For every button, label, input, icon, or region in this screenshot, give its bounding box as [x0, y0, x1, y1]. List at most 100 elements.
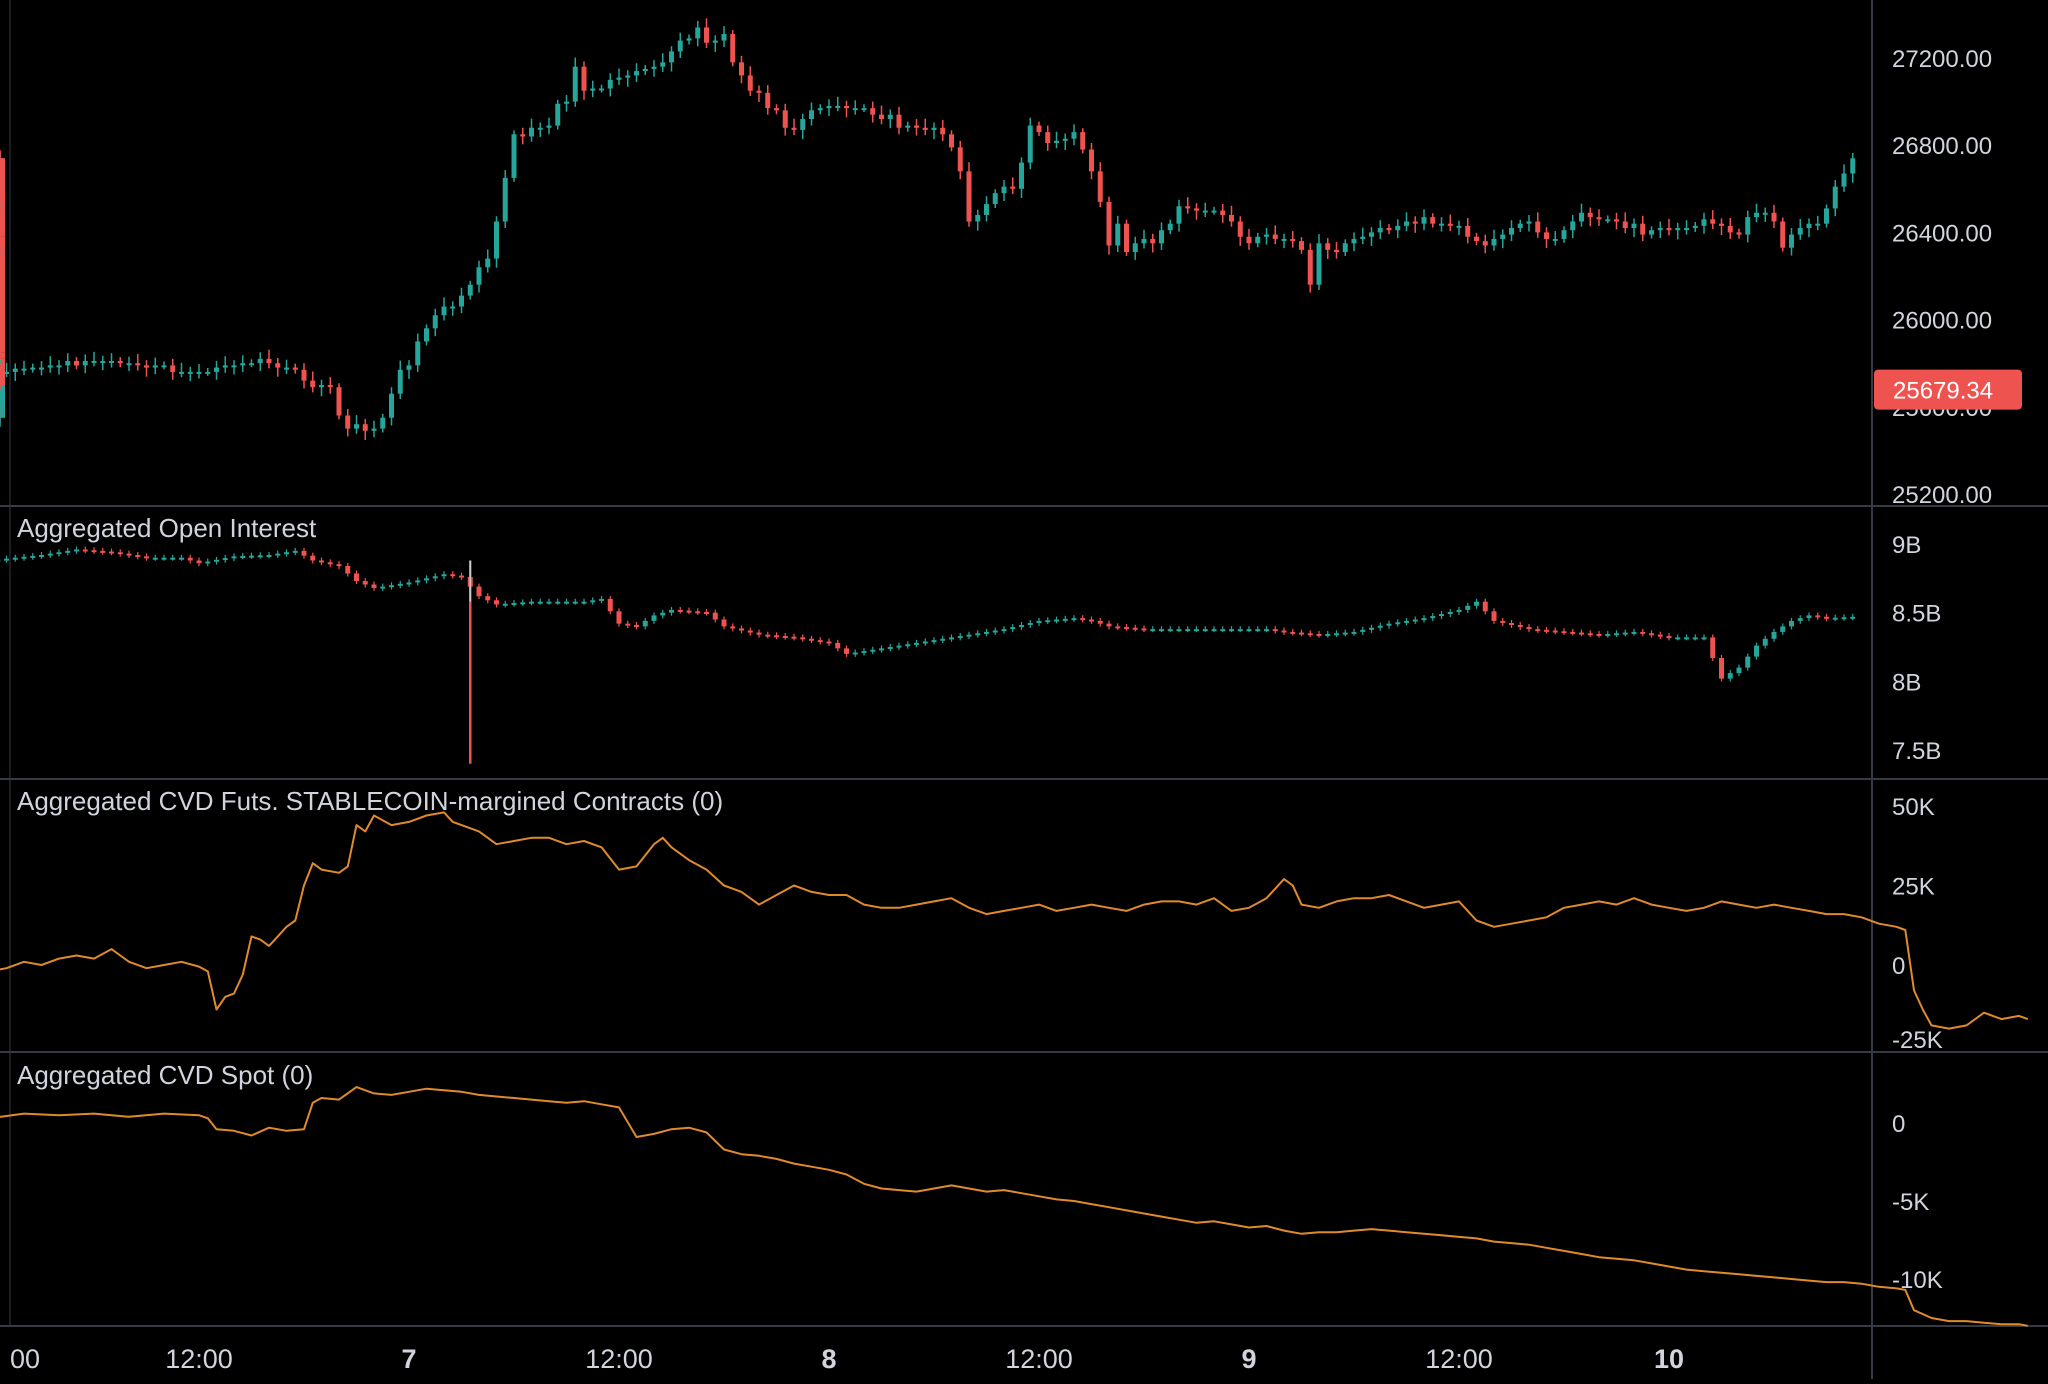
oi-candle-body — [1833, 618, 1838, 620]
price-candle-body — [669, 51, 674, 62]
oi-candle-body — [1212, 629, 1217, 631]
price-candle-body — [1535, 222, 1540, 233]
price-candle-body — [634, 71, 639, 75]
price-candle-body — [529, 128, 534, 137]
price-candle-body — [240, 363, 245, 365]
price-candle-body — [267, 359, 272, 363]
price-candle-body — [573, 67, 578, 102]
oi-candle-body — [1045, 620, 1050, 622]
oi-candle-body — [905, 644, 910, 646]
oi-candle-body — [1448, 612, 1453, 614]
oi-candle-body — [179, 558, 184, 560]
oi-candle-body — [1815, 615, 1820, 617]
oi-candle-body — [608, 599, 613, 611]
price-candle-body — [1045, 132, 1050, 143]
oi-candle-body — [1194, 629, 1199, 631]
price-candle-body — [1124, 224, 1129, 252]
price-candle-body — [914, 126, 919, 128]
oi-pane-title: Aggregated Open Interest — [17, 513, 317, 543]
oi-candle-body — [555, 602, 560, 604]
oi-candle-body — [39, 555, 44, 557]
price-candle-body — [153, 365, 158, 367]
oi-candle-body — [1054, 620, 1059, 622]
cvd-spot-tick-label: -5K — [1892, 1189, 1929, 1216]
oi-candle-body — [319, 560, 324, 562]
oi-candle-body — [13, 558, 18, 560]
price-candle-body — [765, 93, 770, 108]
price-candle-body — [923, 128, 928, 130]
price-candle-body — [30, 368, 35, 370]
oi-candle-body — [827, 642, 832, 644]
price-candle-body — [1632, 224, 1637, 228]
oi-candle-body — [800, 637, 805, 639]
oi-candle-body — [1089, 620, 1094, 622]
oi-candle-body — [940, 639, 945, 641]
oi-candle-body — [967, 635, 972, 637]
oi-candle-body — [205, 562, 210, 564]
price-candle-body — [1255, 237, 1260, 244]
time-axis-label: 12:00 — [585, 1344, 653, 1374]
price-candle-body — [389, 394, 394, 418]
oi-candle-body — [415, 580, 420, 582]
oi-tick-label: 9B — [1892, 532, 1921, 559]
oi-candle-body — [153, 558, 158, 560]
price-candle-body — [197, 372, 202, 374]
price-candle-body — [1667, 228, 1672, 230]
price-candle-body — [48, 365, 53, 367]
price-candle-body — [975, 215, 980, 222]
price-candle-body — [1159, 230, 1164, 243]
oi-candle-body — [302, 551, 307, 556]
oi-candle-body — [48, 554, 53, 556]
oi-candle-body — [1474, 602, 1479, 606]
oi-candle-body — [442, 574, 447, 576]
oi-candle-body — [284, 552, 289, 554]
oi-candle-body — [923, 642, 928, 644]
oi-candle-body — [678, 610, 683, 612]
price-candle-body — [555, 104, 560, 126]
oi-candle-body — [1010, 627, 1015, 629]
oi-candle-body — [424, 578, 429, 580]
oi-candle-body — [1702, 637, 1707, 639]
oi-candle-body — [275, 554, 280, 556]
oi-candle-body — [1570, 632, 1575, 634]
oi-candle-body — [520, 602, 525, 604]
oi-candle-body — [599, 599, 604, 601]
oi-candle-body — [529, 602, 534, 604]
oi-candle-body — [310, 556, 315, 561]
time-axis-label: 8 — [821, 1344, 836, 1374]
oi-candle-body — [4, 559, 9, 561]
oi-candle-body — [1037, 621, 1042, 623]
price-candle-body — [1325, 243, 1330, 250]
oi-candle-body — [485, 596, 490, 600]
oi-candle-body — [57, 552, 62, 554]
price-candle-body — [415, 341, 420, 365]
oi-candle-body — [127, 554, 132, 556]
oi-candle-body — [1483, 602, 1488, 612]
price-candle-body — [1317, 243, 1322, 284]
oi-candle-body — [1220, 629, 1225, 631]
price-candle-body — [538, 128, 543, 130]
oi-candle-body — [118, 552, 123, 554]
oi-candle-body — [267, 555, 272, 557]
oi-candle-body — [1457, 610, 1462, 612]
oi-candle-body — [1124, 627, 1129, 629]
price-candle-body — [293, 368, 298, 370]
price-candle-body — [258, 359, 263, 363]
oi-candle-body — [170, 558, 175, 560]
price-candle-body — [1334, 250, 1339, 252]
oi-candle-body — [835, 643, 840, 648]
oi-candle-body — [704, 612, 709, 614]
price-candle-body — [818, 108, 823, 110]
oi-candle-body — [1185, 629, 1190, 631]
price-candle-body — [162, 365, 167, 367]
oi-candle-body — [1614, 633, 1619, 635]
price-candle-body — [1605, 219, 1610, 221]
price-tick-label: 25200.00 — [1892, 482, 1992, 509]
price-candle-body — [1343, 243, 1348, 252]
price-candle-body — [179, 372, 184, 374]
price-candle-body — [1710, 219, 1715, 223]
price-candle-body — [1842, 174, 1847, 187]
oi-candle-body — [1824, 617, 1829, 619]
price-candle-body — [1807, 224, 1812, 228]
